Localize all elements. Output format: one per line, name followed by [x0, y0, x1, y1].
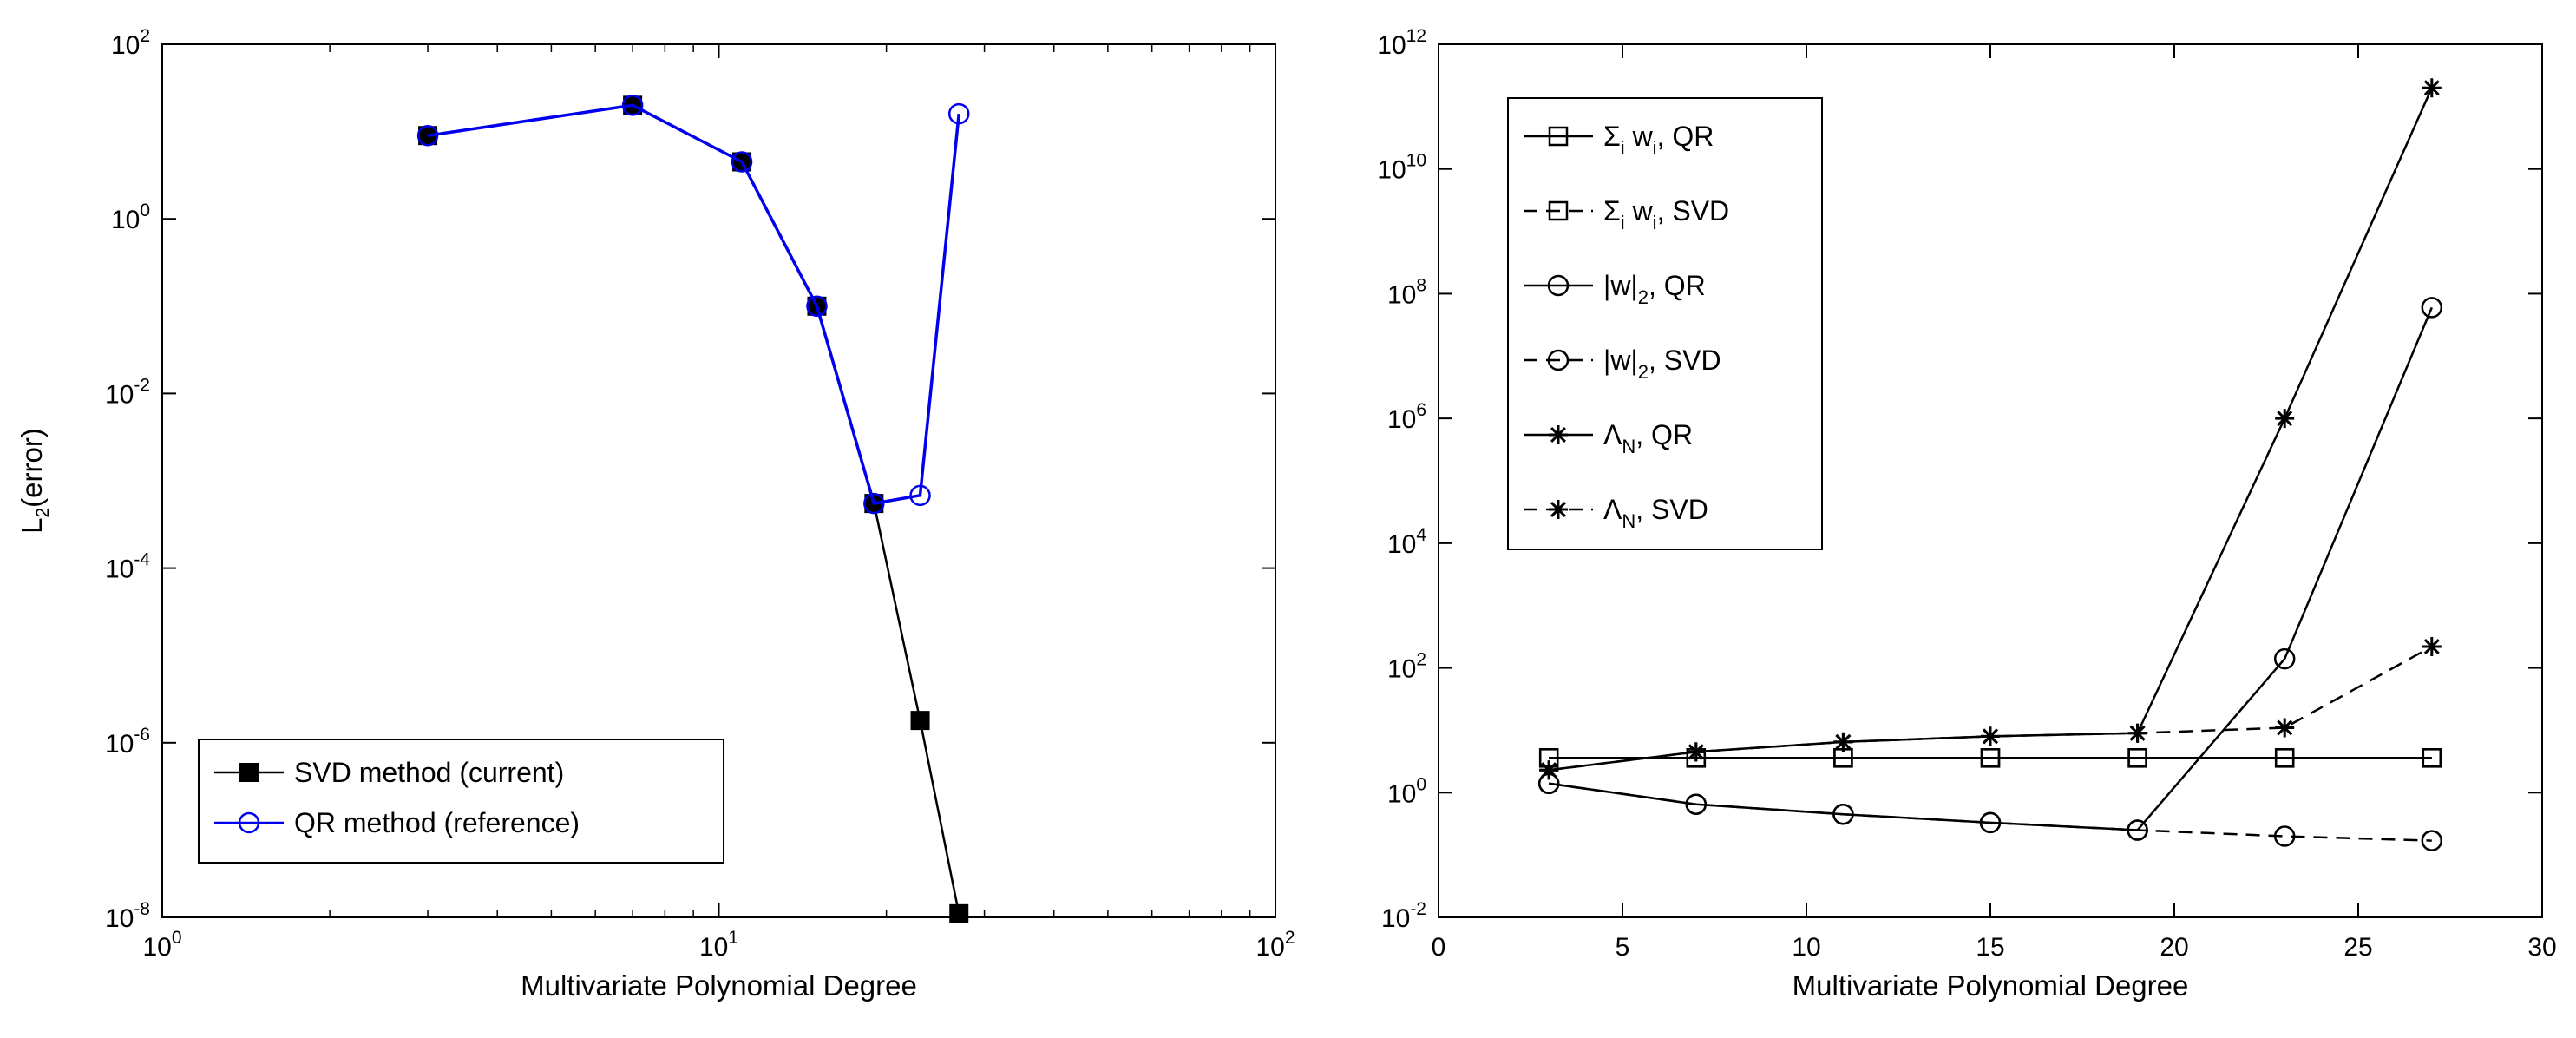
data-point-marker: [1833, 732, 1853, 752]
data-point-marker: [2127, 723, 2147, 743]
x-tick-label: 10: [1792, 933, 1820, 962]
legend-marker: [1549, 425, 1568, 444]
y-tick-label: 102: [111, 26, 150, 60]
legend-label: Σi wi, SVD: [1603, 195, 1729, 233]
y-tick-label: 1010: [1377, 151, 1426, 185]
x-tick-label: 5: [1616, 933, 1630, 962]
x-axis-label: Multivariate Polynomial Degree: [1793, 969, 2189, 1002]
legend-marker: [1547, 349, 1570, 371]
data-point-marker: [1832, 803, 1854, 825]
legend-label: ΛN, QR: [1603, 419, 1693, 457]
data-point-marker: [2421, 830, 2443, 851]
data-point-marker: [1980, 748, 2001, 768]
y-tick-label: 10-4: [105, 550, 150, 584]
data-point-marker: [2422, 78, 2442, 98]
legend-label: |w|2, QR: [1603, 270, 1706, 308]
data-point-marker: [2421, 297, 2443, 319]
data-point-marker: [2275, 409, 2295, 429]
y-tick-label: 100: [1387, 774, 1426, 808]
series-6: [1539, 636, 2442, 780]
data-point-marker: [947, 102, 970, 125]
x-tick-label: 0: [1432, 933, 1446, 962]
y-tick-label: 108: [1387, 275, 1426, 309]
y-axis-label: L2(error): [16, 428, 53, 534]
data-point-marker: [863, 492, 885, 515]
data-point-marker: [416, 124, 439, 147]
data-point-marker: [1979, 811, 2002, 834]
data-point-marker: [910, 711, 930, 731]
data-point-marker: [2127, 748, 2147, 768]
data-point-marker: [2422, 748, 2442, 768]
legend-marker: [1548, 200, 1569, 221]
data-point-marker: [1686, 742, 1706, 762]
y-tick-label: 104: [1387, 525, 1426, 559]
data-point-marker: [621, 95, 644, 116]
data-point-marker: [2275, 718, 2295, 738]
legend-label: |w|2, SVD: [1603, 345, 1721, 383]
data-point-marker: [2127, 819, 2148, 841]
y-tick-label: 100: [111, 200, 150, 234]
data-point-marker: [731, 151, 753, 173]
legend-label: QR method (reference): [294, 807, 580, 838]
x-tick-label: 101: [699, 928, 738, 962]
data-point-marker: [949, 903, 969, 923]
data-point-marker: [909, 484, 931, 507]
x-tick-label: 102: [1255, 928, 1295, 962]
legend-label: ΛN, SVD: [1603, 494, 1708, 532]
series-line: [1549, 782, 2432, 842]
y-tick-label: 1012: [1377, 26, 1426, 60]
data-point-marker: [2273, 825, 2296, 847]
chart-1: 100 101 102 10-8 10-6 10-4 10-2 100 102 Multivari…: [16, 26, 1295, 1002]
series-line: [427, 103, 960, 506]
data-point-marker: [1981, 726, 2000, 746]
x-tick-label: 25: [2343, 933, 2372, 962]
y-tick-label: 10-6: [105, 725, 150, 759]
legend-box: [198, 739, 724, 864]
data-point-marker: [806, 295, 828, 318]
y-tick-label: 10-2: [105, 375, 150, 409]
x-tick-label: 30: [2527, 933, 2556, 962]
legend-marker: [1548, 126, 1569, 147]
legend-marker: [1547, 274, 1570, 297]
data-point-marker: [2422, 636, 2442, 656]
legend: SVD method (current) QR method (reference…: [198, 739, 724, 864]
y-tick-label: 102: [1387, 650, 1426, 684]
chart-2: 0 5 10 15 20 25 30 10-2 100 102 104 106 108 1010 1012 M…: [1377, 26, 2556, 1002]
y-tick-label: 10-2: [1381, 899, 1426, 933]
legend-marker: [1549, 500, 1568, 519]
x-tick-label: 20: [2160, 933, 2188, 962]
legend-label: Σi wi, QR: [1603, 121, 1714, 159]
legend-box: [1507, 97, 1823, 550]
x-axis-label: Multivariate Polynomial Degree: [521, 969, 917, 1002]
series-2: [416, 95, 970, 515]
y-tick-label: 106: [1387, 400, 1426, 434]
legend-marker: [239, 763, 259, 782]
data-point-marker: [1685, 793, 1708, 815]
x-tick-label: 100: [142, 928, 181, 962]
data-point-marker: [1539, 760, 1559, 780]
y-tick-label: 10-8: [105, 899, 150, 933]
data-point-marker: [2274, 748, 2295, 768]
legend-label: SVD method (current): [294, 757, 564, 788]
legend: Σi wi, QR Σi wi, SVD |w|2, QR |w|2, SVD ΛN, …: [1507, 97, 1823, 550]
legend-marker: [238, 811, 260, 834]
data-point-marker: [2273, 647, 2296, 670]
x-tick-label: 15: [1976, 933, 2004, 962]
